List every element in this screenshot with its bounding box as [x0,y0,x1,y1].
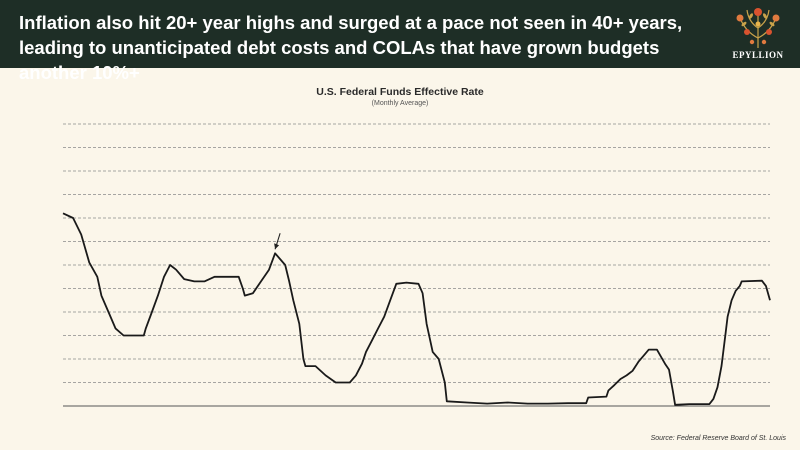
gridlines [63,123,770,383]
headline: Inflation also hit 20+ year highs and su… [19,12,683,83]
annotation-arrow-head [274,243,280,250]
brand-name: EPYLLION [732,50,784,60]
source-note: Source: Federal Reserve Board of St. Lou… [650,435,786,442]
annotation-arrow [274,233,281,250]
chart-subtitle: (Monthly Average) [371,100,429,107]
chart-title: U.S. Federal Funds Effective Rate [316,86,484,98]
series-line [62,212,771,406]
header-banner: Inflation also hit 20+ year highs and su… [0,0,800,83]
brand-logo: EPYLLION [720,4,796,66]
floral-wreath-icon [736,8,780,49]
